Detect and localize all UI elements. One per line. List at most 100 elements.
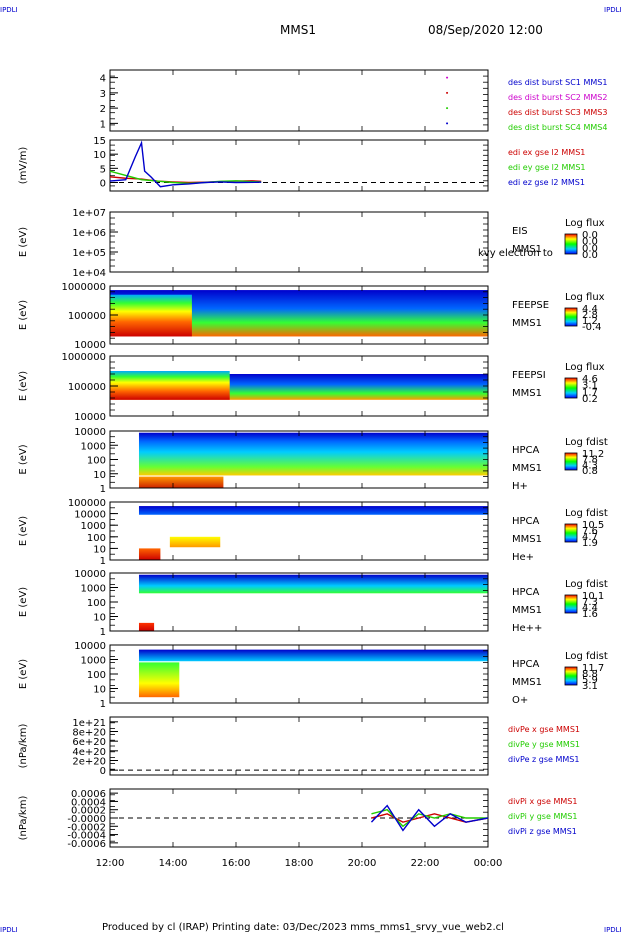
divpi-panel-series-line (370, 804, 489, 832)
divpe-panel-legend-entry: divPe y gse MMS1 (508, 740, 580, 749)
eis-panel-colorbar-tick: 0.0 (582, 237, 598, 248)
footer-text: Produced by cl (IRAP) Printing date: 03/… (102, 922, 504, 933)
des-panel-legend-entry: des dist burst SC4 MMS4 (508, 123, 607, 132)
hpca-h-panel-ylabel: E (eV) (18, 444, 29, 474)
edi-panel-legend-entry: edi ex gse l2 MMS1 (508, 148, 585, 157)
divpe-panel-ytick-label: 8e+20 (72, 728, 106, 739)
eis-panel-side-label: MMS1 (512, 244, 542, 255)
hpca-o-panel-side-label: O+ (512, 695, 528, 706)
hpca-he2-panel-colorbar (564, 594, 578, 614)
edi-panel-frame (109, 139, 489, 192)
eis-panel-frame (109, 211, 489, 273)
hpca-o-panel-side-label: HPCA (512, 659, 540, 670)
hpca-o-panel-colorbar-tick: 8.8 (582, 669, 598, 680)
feepsi-panel-side-label: MMS1 (512, 388, 542, 399)
edi-panel-series-line (109, 170, 262, 185)
time-axis-label: 20:00 (348, 858, 377, 869)
hpca-h-panel-ytick-label: 10000 (74, 427, 106, 438)
divpi-panel-ytick-label: 0.0006 (71, 789, 106, 800)
feepse-panel-ytick-label: 100000 (68, 311, 106, 322)
hpca-he2-panel-ytick-label: 1000 (81, 584, 106, 595)
divpi-panel-ytick-label: -0.0000 (67, 814, 106, 825)
hpca-he-panel-ytick-label: 100 (87, 533, 106, 544)
hpca-he-panel-side-label: He+ (512, 552, 534, 563)
hpca-he-panel-ytick-label: 100000 (68, 498, 106, 509)
divpe-panel-frame (109, 716, 489, 776)
divpi-panel-legend-entry: divPi y gse MMS1 (508, 812, 577, 821)
divpi-panel-legend-entry: divPi x gse MMS1 (508, 797, 577, 806)
des-panel-point (446, 76, 449, 79)
hpca-he2-panel-ylabel: E (eV) (18, 587, 29, 617)
spacecraft-title: MMS1 (280, 23, 316, 37)
feepse-panel-colorbar-tick: 1.2 (582, 316, 598, 327)
eis-overlay-text: kvy electron to (478, 248, 553, 259)
divpi-panel-ytick-label: -0.0006 (67, 839, 106, 850)
hpca-o-panel-ytick-label: 1 (100, 699, 106, 710)
corner-label-top-left: IPDLI (0, 6, 18, 14)
hpca-he2-panel-side-label: MMS1 (512, 605, 542, 616)
hpca-he-panel-colorbar-tick: 1.9 (582, 538, 598, 549)
hpca-h-panel-side-label: HPCA (512, 445, 540, 456)
eis-panel-ytick-label: 1e+07 (72, 208, 106, 219)
hpca-o-panel-ytick-label: 100 (87, 670, 106, 681)
feepsi-panel-ytick-label: 100000 (68, 382, 106, 393)
des-panel-ytick-label: 2 (100, 104, 106, 115)
hpca-h-panel-colorbar-tick: 7.8 (582, 455, 598, 466)
hpca-o-panel-ylabel: E (eV) (18, 659, 29, 689)
des-panel-frame (109, 69, 489, 132)
hpca-h-panel-ytick-label: 10 (93, 470, 106, 481)
des-panel-legend-entry: des dist burst SC3 MMS3 (508, 108, 607, 117)
hpca-he2-panel-colorbar-title: Log fdist (565, 579, 608, 590)
des-panel-point (446, 107, 449, 110)
hpca-he2-panel-ytick-label: 10 (93, 613, 106, 624)
hpca-he-panel-ytick-label: 10000 (74, 510, 106, 521)
edi-panel-ytick-label: 0 (100, 179, 106, 190)
hpca-o-panel-colorbar (564, 666, 578, 686)
feepsi-panel-colorbar-tick: 1.7 (582, 387, 598, 398)
hpca-h-panel-colorbar-tick: 0.8 (582, 466, 598, 477)
hpca-h-panel-colorbar-title: Log fdist (565, 437, 608, 448)
hpca-h-panel-ytick-label: 100 (87, 456, 106, 467)
hpca-h-panel-colorbar-tick: 11.2 (582, 449, 604, 460)
feepsi-panel-side-label: FEEPSI (512, 370, 546, 381)
des-panel-point (446, 91, 449, 94)
divpe-panel-legend-entry: divPe x gse MMS1 (508, 725, 580, 734)
time-axis-label: 16:00 (222, 858, 251, 869)
feepsi-panel-ytick-label: 10000 (74, 412, 106, 423)
hpca-o-panel-ytick-label: 1000 (81, 656, 106, 667)
feepsi-panel-colorbar-title: Log flux (565, 362, 605, 373)
hpca-he-panel-spectrogram-band (138, 548, 161, 560)
hpca-h-panel-colorbar (564, 452, 578, 471)
feepsi-panel-colorbar-tick: 4.6 (582, 374, 598, 385)
divpe-panel-ytick-label: 4e+20 (72, 747, 106, 758)
hpca-o-panel-colorbar-tick: 5.9 (582, 675, 598, 686)
eis-panel-ytick-label: 1e+06 (72, 228, 106, 239)
divpe-panel-legend-entry: divPe z gse MMS1 (508, 755, 579, 764)
feepse-panel-ylabel: E (eV) (18, 300, 29, 330)
time-axis-label: 18:00 (285, 858, 314, 869)
divpe-panel-ylabel: (nPa/km) (18, 724, 29, 769)
divpe-panel-ytick-label: 2e+20 (72, 757, 106, 768)
hpca-he-panel-colorbar-title: Log fdist (565, 508, 608, 519)
feepse-panel-colorbar-title: Log flux (565, 292, 605, 303)
edi-panel-ytick-label: 5 (100, 164, 106, 175)
eis-panel-colorbar-tick: 0.0 (582, 230, 598, 241)
des-panel-ytick-label: 3 (100, 89, 106, 100)
hpca-he-panel-spectrogram-band (169, 536, 221, 548)
feepse-panel-colorbar-tick: -0.4 (582, 322, 602, 333)
des-panel-point (446, 122, 449, 125)
hpca-o-panel-colorbar-title: Log fdist (565, 651, 608, 662)
hpca-he-panel-colorbar-tick: 4.7 (582, 532, 598, 543)
hpca-he-panel-ylabel: E (eV) (18, 516, 29, 546)
hpca-he2-panel-colorbar-tick: 1.6 (582, 609, 598, 620)
eis-panel-ytick-label: 1e+05 (72, 248, 106, 259)
feepsi-panel-colorbar-tick: 0.2 (582, 394, 598, 405)
hpca-he2-panel-ytick-label: 1 (100, 627, 106, 638)
eis-panel-colorbar-title: Log flux (565, 218, 605, 229)
time-axis-label: 12:00 (96, 858, 125, 869)
feepsi-panel-colorbar-tick: 3.1 (582, 381, 598, 392)
hpca-he2-panel-side-label: He++ (512, 623, 542, 634)
eis-panel-ylabel: E (eV) (18, 227, 29, 257)
hpca-he2-panel-colorbar-tick: 4.4 (582, 603, 598, 614)
